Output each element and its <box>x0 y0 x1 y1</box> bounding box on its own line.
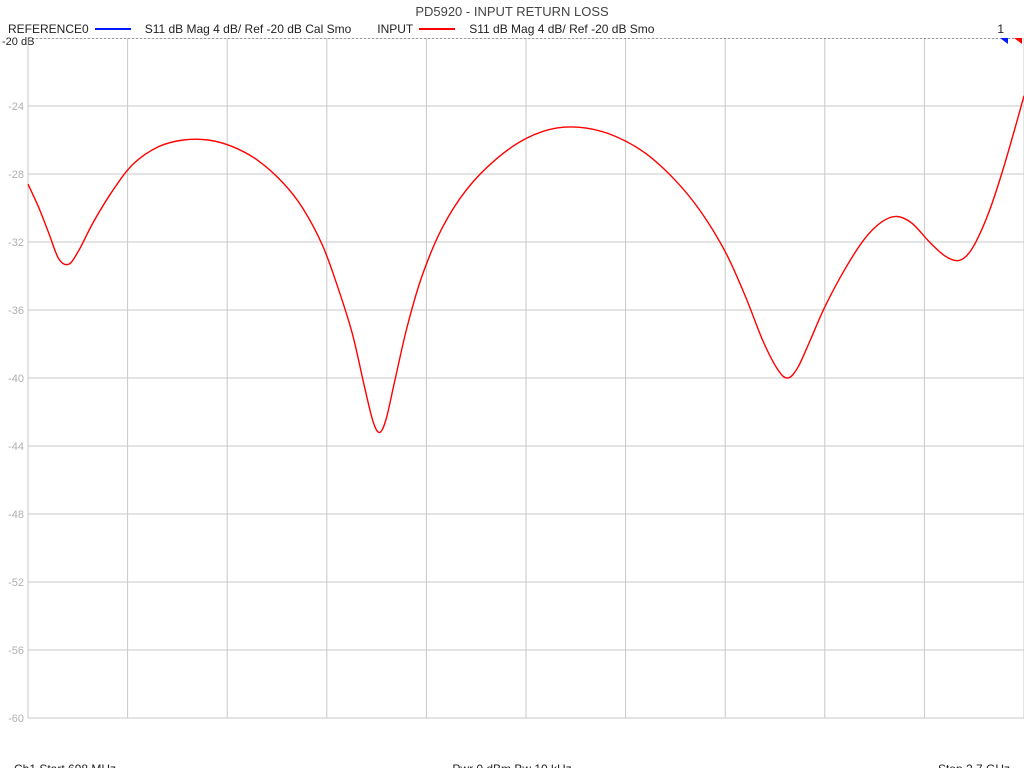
footer-pwr: Pwr 0 dBm Bw 10 kHz <box>0 762 1024 768</box>
trace0-swatch <box>95 28 131 30</box>
footer-stop: Stop 2.7 GHz <box>938 762 1010 768</box>
svg-text:-28: -28 <box>8 169 24 181</box>
plot-svg: -24 -28 -32 -36 -40 -44 -48 -52 -56 -60 <box>0 38 1024 740</box>
svg-text:-36: -36 <box>8 305 24 317</box>
trace1-desc: S11 dB Mag 4 dB/ Ref -20 dB Smo <box>469 22 654 36</box>
svg-text:-44: -44 <box>8 441 24 453</box>
plot-area: -24 -28 -32 -36 -40 -44 -48 -52 -56 -60 <box>0 38 1024 740</box>
marker-number: 1 <box>997 22 1004 36</box>
vna-screenshot: PD5920 - INPUT RETURN LOSS REFERENCE0 S1… <box>0 0 1024 768</box>
chart-title: PD5920 - INPUT RETURN LOSS <box>0 4 1024 19</box>
trace0-desc: S11 dB Mag 4 dB/ Ref -20 dB Cal Smo <box>145 22 352 36</box>
svg-text:-32: -32 <box>8 237 24 249</box>
svg-text:-48: -48 <box>8 509 24 521</box>
trace1-name: INPUT <box>377 22 413 36</box>
svg-text:-56: -56 <box>8 645 24 657</box>
svg-text:-60: -60 <box>8 713 24 725</box>
trace1-swatch <box>419 28 455 30</box>
svg-text:-40: -40 <box>8 373 24 385</box>
svg-text:-52: -52 <box>8 577 24 589</box>
trace0-name: REFERENCE0 <box>8 22 89 36</box>
trace-legend: REFERENCE0 S11 dB Mag 4 dB/ Ref -20 dB C… <box>8 22 680 36</box>
svg-text:-24: -24 <box>8 101 24 113</box>
